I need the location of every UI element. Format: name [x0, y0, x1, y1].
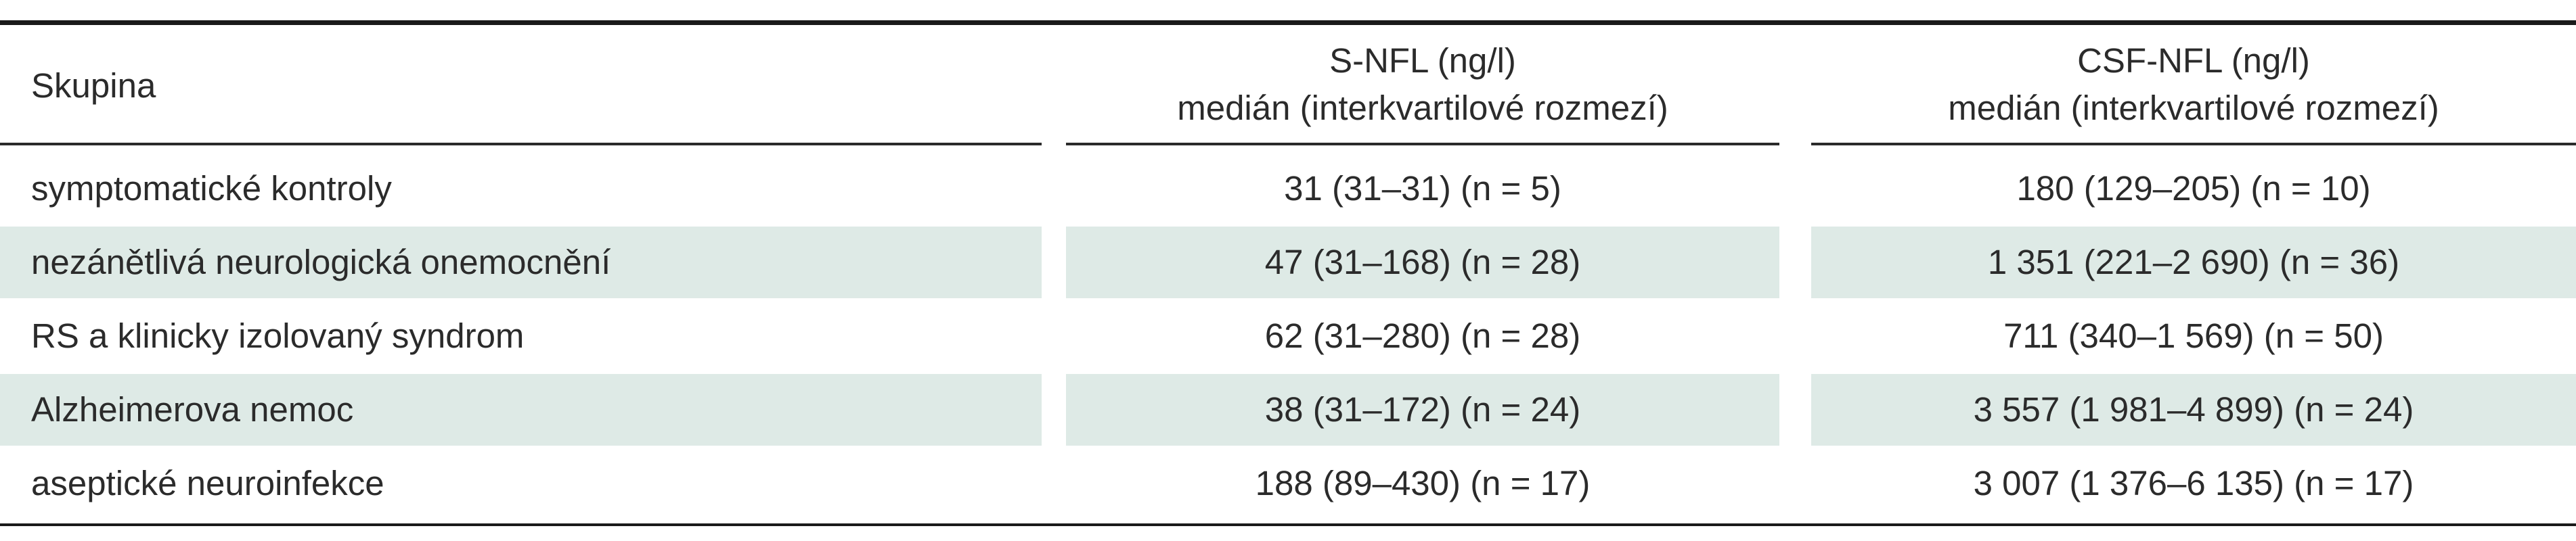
header-underline-s-nfl: [1066, 143, 1779, 145]
cell-csf-nfl: 3 007 (1 376–6 135) (n = 17): [1973, 464, 2414, 502]
table-row: nezánětlivá neurologická onemocnění 47 (…: [0, 227, 2576, 298]
header-underline-group: [0, 143, 1042, 145]
header-csf-nfl-title: CSF-NFL (ng/l): [2077, 41, 2310, 80]
header-group: Skupina: [31, 66, 156, 105]
table-row: symptomatické kontroly 31 (31–31) (n = 5…: [0, 153, 2576, 225]
cell-csf-nfl: 711 (340–1 569) (n = 50): [2003, 316, 2384, 355]
cell-s-nfl: 31 (31–31) (n = 5): [1284, 169, 1561, 208]
table-row: aseptické neuroinfekce 188 (89–430) (n =…: [0, 448, 2576, 519]
header-underline-csf-nfl: [1811, 143, 2576, 145]
cell-group: RS a klinicky izolovaný syndrom: [31, 316, 525, 355]
table-header: Skupina S-NFL (ng/l) medián (interkvarti…: [0, 25, 2576, 145]
cell-s-nfl: 38 (31–172) (n = 24): [1066, 374, 1779, 446]
cell-csf-nfl: 3 557 (1 981–4 899) (n = 24): [1811, 374, 2576, 446]
cell-csf-nfl: 180 (129–205) (n = 10): [2016, 169, 2371, 208]
table-bottom-rule: [0, 523, 2576, 526]
cell-group: Alzheimerova nemoc: [0, 374, 1042, 446]
table-row: RS a klinicky izolovaný syndrom 62 (31–2…: [0, 300, 2576, 372]
cell-csf-nfl: 1 351 (221–2 690) (n = 36): [1811, 227, 2576, 298]
header-s-nfl-title: S-NFL (ng/l): [1329, 41, 1516, 80]
cell-group: nezánětlivá neurologická onemocnění: [0, 227, 1042, 298]
cell-s-nfl: 62 (31–280) (n = 28): [1264, 316, 1581, 355]
table-top-rule: [0, 20, 2576, 25]
header-s-nfl: S-NFL (ng/l) medián (interkvartilové roz…: [1066, 37, 1779, 132]
header-csf-nfl-subtitle: medián (interkvartilové rozmezí): [1948, 89, 2439, 127]
cell-group: symptomatické kontroly: [31, 169, 392, 208]
cell-s-nfl: 188 (89–430) (n = 17): [1255, 464, 1591, 502]
table-row: Alzheimerova nemoc 38 (31–172) (n = 24) …: [0, 374, 2576, 446]
header-s-nfl-subtitle: medián (interkvartilové rozmezí): [1177, 89, 1668, 127]
cell-group: aseptické neuroinfekce: [31, 464, 384, 502]
cell-s-nfl: 47 (31–168) (n = 28): [1066, 227, 1779, 298]
header-csf-nfl: CSF-NFL (ng/l) medián (interkvartilové r…: [1811, 37, 2576, 132]
